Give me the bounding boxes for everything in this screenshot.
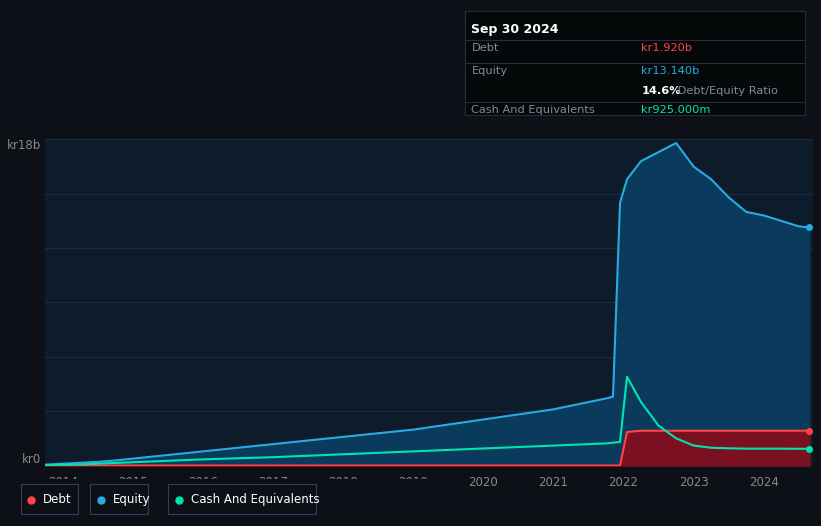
Text: Debt: Debt [471, 43, 499, 53]
Text: 14.6%: 14.6% [641, 86, 681, 96]
Text: kr18b: kr18b [7, 139, 41, 153]
Text: kr1.920b: kr1.920b [641, 43, 693, 53]
Text: Cash And Equivalents: Cash And Equivalents [191, 493, 319, 506]
Text: Debt: Debt [44, 493, 71, 506]
Bar [90, 484, 148, 514]
Text: kr925.000m: kr925.000m [641, 105, 711, 115]
Text: Debt/Equity Ratio: Debt/Equity Ratio [674, 86, 777, 96]
Text: Equity: Equity [112, 493, 150, 506]
Text: kr13.140b: kr13.140b [641, 66, 699, 76]
Text: Cash And Equivalents: Cash And Equivalents [471, 105, 595, 115]
Bar [168, 484, 316, 514]
Bar [21, 484, 78, 514]
Text: Equity: Equity [471, 66, 507, 76]
Text: kr0: kr0 [22, 452, 41, 466]
Text: Sep 30 2024: Sep 30 2024 [471, 23, 559, 36]
